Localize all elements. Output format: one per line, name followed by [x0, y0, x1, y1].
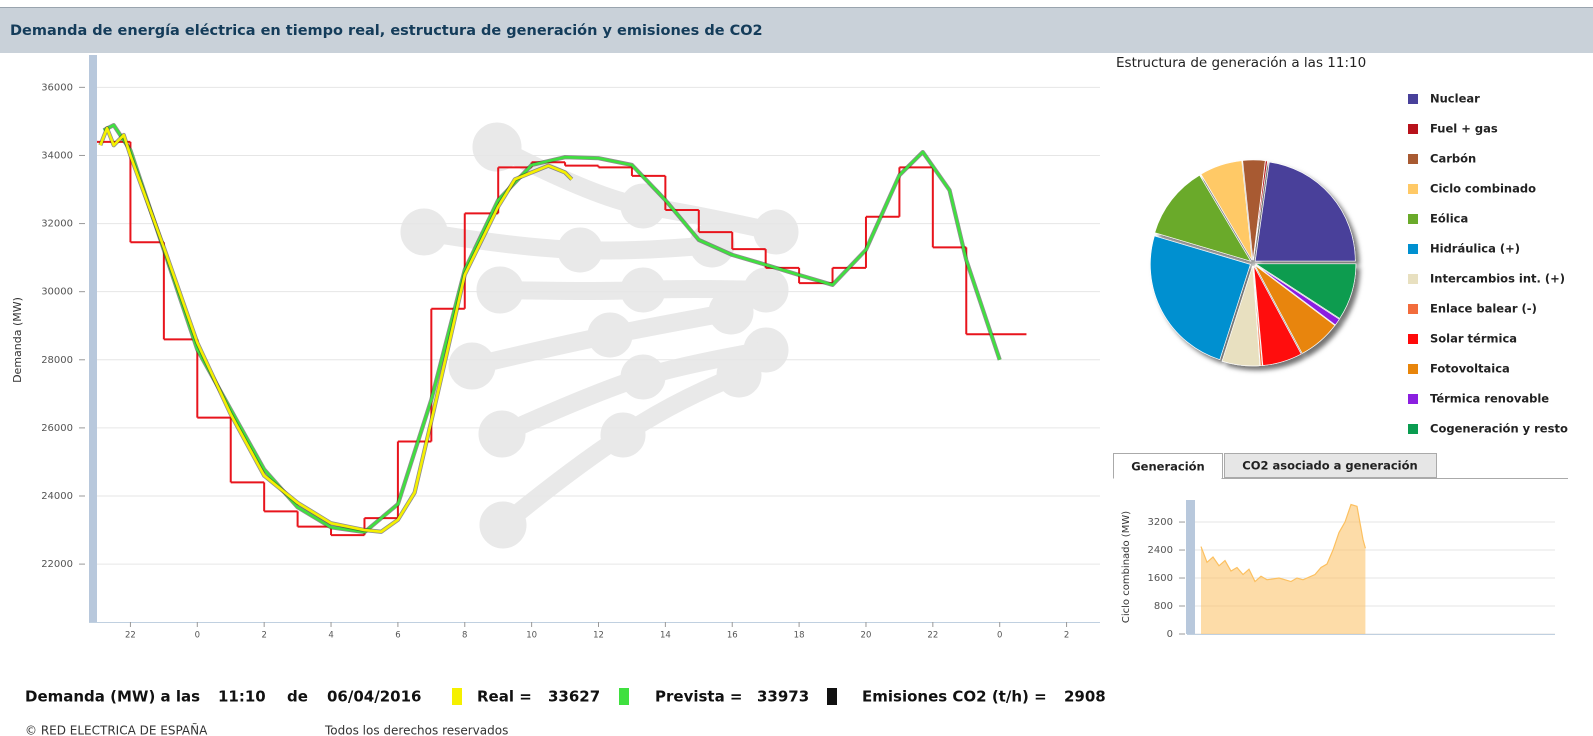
- area-fill: [1201, 505, 1365, 634]
- legend-swatch: [1408, 124, 1418, 134]
- legend-swatch: [1408, 244, 1418, 254]
- y-tick-label: 32000: [41, 219, 73, 230]
- y-tick-label: 0: [1167, 629, 1173, 640]
- y-axis-band: [1186, 500, 1195, 634]
- series-line: [100, 128, 571, 532]
- footer-label: Real =: [477, 688, 532, 706]
- y-tick-label: 24000: [41, 491, 73, 502]
- x-tick-label: 14: [660, 631, 671, 641]
- legend-label: Cogeneración y resto: [1430, 422, 1568, 436]
- tab-label[interactable]: CO2 asociado a generación: [1242, 459, 1417, 473]
- pie-title: Estructura de generación a las 11:10: [1116, 55, 1366, 71]
- legend-swatch: [1408, 394, 1418, 404]
- footer-time: 11:10: [218, 688, 266, 706]
- x-tick-label: 8: [462, 631, 467, 641]
- footer-text: de: [287, 688, 308, 706]
- x-tick-label: 12: [593, 631, 604, 641]
- copyright: © RED ELECTRICA DE ESPAÑA: [25, 723, 208, 736]
- x-tick-label: 2: [1064, 631, 1069, 641]
- footer-value: 33973: [757, 688, 809, 706]
- y-tick-label: 3200: [1148, 517, 1173, 528]
- x-tick-label: 2: [261, 631, 266, 641]
- footer-label: Emisiones CO2 (t/h) =: [862, 688, 1047, 706]
- legend: Nuclear Fuel + gas Carbón Ciclo combinado Eó…: [1408, 92, 1568, 436]
- footer-value: 2908: [1064, 688, 1106, 706]
- pie-slice: [1255, 162, 1355, 261]
- legend-label: Eólica: [1430, 212, 1468, 226]
- y-tick-label: 2400: [1148, 545, 1173, 556]
- series-shadow: [104, 125, 1000, 532]
- copyright: Todos los derechos reservados: [324, 724, 508, 736]
- y-tick-label: 22000: [41, 559, 73, 570]
- footer-date: 06/04/2016: [327, 688, 421, 706]
- y-tick-label: 34000: [41, 150, 73, 161]
- y-tick-label: 30000: [41, 287, 73, 298]
- legend-label: Nuclear: [1430, 92, 1480, 106]
- legend-swatch: [1408, 424, 1418, 434]
- legend-label: Carbón: [1430, 152, 1476, 166]
- x-tick-label: 18: [794, 631, 805, 641]
- y-axis-band: [89, 55, 97, 622]
- legend-swatch: [619, 688, 629, 705]
- x-tick-label: 22: [125, 631, 136, 641]
- footer-value: 33627: [548, 688, 600, 706]
- legend-label: Fuel + gas: [1430, 122, 1498, 136]
- series-line: [104, 125, 1000, 532]
- legend-label: Ciclo combinado: [1430, 182, 1536, 196]
- legend-swatch: [1408, 154, 1418, 164]
- x-tick-label: 20: [861, 631, 872, 641]
- x-tick-label: 0: [997, 631, 1002, 641]
- x-tick-label: 16: [727, 631, 738, 641]
- legend-swatch: [1408, 274, 1418, 284]
- legend-swatch: [452, 688, 462, 705]
- y-tick-label: 800: [1154, 601, 1173, 612]
- y-tick-label: 36000: [41, 82, 73, 93]
- legend-swatch: [1408, 334, 1418, 344]
- footer-label: Demanda (MW) a las: [25, 688, 200, 706]
- tab-active-gap: [1114, 478, 1222, 480]
- legend-label: Hidráulica (+): [1430, 242, 1520, 256]
- legend-label: Intercambios int. (+): [1430, 272, 1565, 286]
- legend-label: Solar térmica: [1430, 332, 1517, 346]
- legend-label: Enlace balear (-): [1430, 302, 1537, 316]
- y-axis-title: Demanda (MW): [11, 297, 24, 383]
- y-tick-label: 28000: [41, 355, 73, 366]
- legend-swatch: [1408, 184, 1418, 194]
- page-title: Demanda de energía eléctrica en tiempo r…: [10, 23, 763, 39]
- legend-label: Térmica renovable: [1430, 392, 1549, 406]
- watermark: [401, 123, 798, 548]
- y-axis-title: Ciclo combinado (MW): [1121, 511, 1132, 623]
- x-tick-label: 0: [195, 631, 200, 641]
- y-tick-label: 1600: [1148, 573, 1173, 584]
- y-tick-label: 26000: [41, 423, 73, 434]
- x-tick-label: 22: [927, 631, 938, 641]
- x-tick-label: 10: [526, 631, 537, 641]
- page: Demanda de energía eléctrica en tiempo r…: [0, 0, 1593, 736]
- legend-swatch: [827, 688, 837, 705]
- tab-label[interactable]: Generación: [1131, 460, 1205, 474]
- legend-label: Fotovoltaica: [1430, 362, 1510, 376]
- legend-swatch: [1408, 364, 1418, 374]
- x-tick-label: 6: [395, 631, 400, 641]
- legend-swatch: [1408, 214, 1418, 224]
- x-tick-label: 4: [328, 631, 333, 641]
- legend-swatch: [1408, 304, 1418, 314]
- footer-label: Prevista =: [655, 688, 743, 706]
- footer: Demanda (MW) a las 11:10 de 06/04/2016 R…: [25, 688, 1106, 736]
- pie: [1150, 160, 1356, 366]
- legend-swatch: [1408, 94, 1418, 104]
- series-shadow: [100, 128, 571, 532]
